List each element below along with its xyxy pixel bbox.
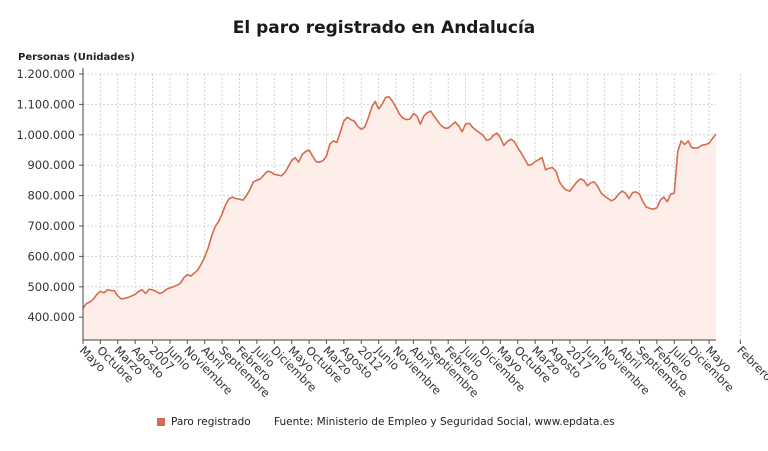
series-area — [83, 96, 716, 340]
y-tick-label: 900.000 — [27, 158, 75, 172]
y-tick-label: 500.000 — [27, 280, 75, 294]
source-text: Fuente: Ministerio de Empleo y Seguridad… — [274, 416, 615, 428]
y-tick-label: 600.000 — [27, 249, 75, 263]
y-axis-label: Personas (Unidades) — [18, 52, 135, 63]
legend-label: Paro registrado — [171, 416, 251, 428]
y-tick-label: 1.100.000 — [16, 97, 75, 111]
y-tick-label: 1.200.000 — [16, 67, 75, 81]
chart-title: El paro registrado en Andalucía — [232, 18, 536, 38]
legend-swatch — [157, 418, 165, 426]
legend: Paro registrado — [157, 416, 251, 428]
x-tick-label: Febrero — [734, 343, 768, 384]
y-tick-label: 400.000 — [27, 310, 75, 324]
y-tick-label: 800.000 — [27, 189, 75, 203]
y-tick-label: 1.000.000 — [16, 128, 75, 142]
series-line — [82, 96, 717, 309]
y-tick-label: 700.000 — [27, 219, 75, 233]
